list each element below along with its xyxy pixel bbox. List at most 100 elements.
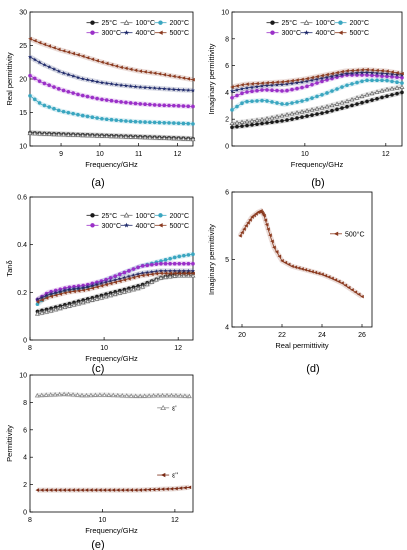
data-point [304,79,310,83]
data-point [181,273,187,278]
data-point [250,215,254,219]
data-point [39,310,45,315]
data-point [37,40,42,45]
legend-label: 400°C [136,29,156,37]
data-point [269,115,275,120]
data-point [244,223,248,228]
data-point [395,80,399,84]
data-point [290,87,294,92]
data-point [274,82,280,87]
data-point [71,302,77,307]
legend-item: 400°C [120,29,156,37]
data-point [133,68,138,73]
data-point [75,75,80,80]
y-tick-label: 10 [19,373,27,380]
data-point [94,296,100,301]
data-point [270,80,274,85]
data-point [240,101,244,105]
data-point [164,392,170,398]
data-point [147,85,152,90]
legend-label: 200°C [170,19,190,27]
data-point [67,285,72,290]
data-point [400,81,404,85]
legend-label: 200°C [350,19,370,27]
data-point [133,119,138,124]
data-point [250,123,254,127]
legend-marker [158,223,163,228]
legend-marker [123,19,130,25]
data-point [94,133,100,138]
data-point [122,275,127,280]
data-point [250,99,254,104]
data-point [137,393,143,399]
data-point [343,283,348,288]
y-tick-label: 10 [221,10,229,17]
data-point [61,391,67,397]
data-point [98,488,102,492]
data-point [360,79,364,84]
data-point [186,104,191,109]
data-point [128,84,133,88]
legend-marker [338,20,343,25]
data-point [190,136,196,142]
data-point [344,71,350,76]
data-point [117,272,122,277]
data-point [85,77,90,82]
data-point [266,227,270,231]
data-point [52,85,56,89]
data-point [191,252,195,256]
chart-panel-4: 20 22 24 26 4 5 6 Real permittivity Imaginary pe… [207,190,373,350]
data-point [182,253,186,258]
data-point [375,68,379,73]
data-point [44,488,48,492]
data-point [265,121,269,125]
data-point [168,261,172,266]
data-point [75,392,80,397]
data-point [286,262,291,267]
data-point [172,273,178,278]
data-point [163,261,168,266]
legend-item: 400°C [300,29,335,37]
data-point [140,273,145,278]
data-point [128,101,133,105]
data-point [319,105,325,110]
data-point [37,60,42,65]
data-point [191,261,195,266]
data-point [294,80,300,85]
data-point [150,262,154,267]
data-point [61,132,67,137]
data-point [145,263,150,268]
data-point [295,100,299,104]
data-point [121,289,127,294]
legend-marker [90,213,95,218]
data-point [160,392,166,398]
data-point [113,274,118,278]
data-point [310,82,314,87]
data-point [67,290,72,294]
data-point [90,95,95,100]
data-point [161,135,167,141]
data-point [57,488,62,492]
series-2 [27,130,196,142]
y-tick-label: 4 [225,90,229,97]
data-point [112,291,118,297]
plot-frame [29,196,194,341]
legend-label: 100°C [136,212,156,220]
data-point [178,486,183,490]
data-point [335,107,339,112]
data-point [71,51,75,56]
data-point [61,49,66,53]
data-point [270,100,274,104]
data-point [234,87,240,92]
data-point [356,292,361,297]
x-tick-label: 12 [174,151,182,158]
data-point [304,108,310,113]
data-point [85,55,90,60]
data-point [255,81,259,86]
data-point [394,72,400,77]
data-point [245,82,249,86]
data-point [52,391,58,397]
data-point [270,88,274,93]
data-point [124,119,128,123]
data-point [115,392,121,398]
